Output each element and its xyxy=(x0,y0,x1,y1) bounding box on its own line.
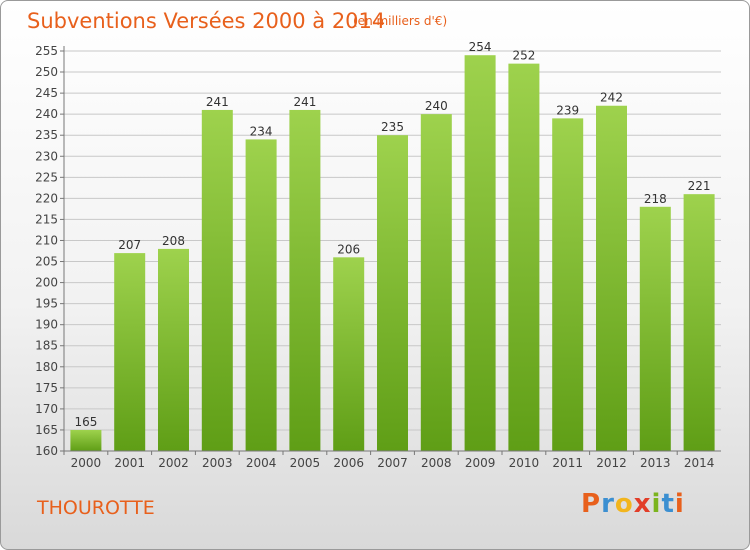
data-label-2013: 218 xyxy=(644,192,667,206)
data-label-2003: 241 xyxy=(206,95,229,109)
y-tick-label: 200 xyxy=(35,276,58,290)
x-tick-label: 2005 xyxy=(290,456,321,470)
data-label-2007: 235 xyxy=(381,120,404,134)
y-tick-label: 235 xyxy=(35,128,58,142)
y-tick-label: 240 xyxy=(35,107,58,121)
bar-2010 xyxy=(508,63,540,451)
bar-2013 xyxy=(639,206,671,451)
data-label-2010: 252 xyxy=(512,49,535,63)
data-label-2002: 208 xyxy=(162,234,185,248)
x-tick-label: 2003 xyxy=(202,456,233,470)
data-label-2006: 206 xyxy=(337,242,360,256)
bar-2012 xyxy=(596,105,627,451)
y-tick-label: 220 xyxy=(35,191,58,205)
data-label-2014: 221 xyxy=(688,179,711,193)
bar-2014 xyxy=(683,194,715,451)
x-tick-label: 2008 xyxy=(421,456,452,470)
x-tick-label: 2010 xyxy=(509,456,540,470)
bar-2008 xyxy=(420,114,452,451)
logo-letter: i xyxy=(674,489,685,519)
commune-name: THOUROTTE xyxy=(37,497,155,519)
data-label-2008: 240 xyxy=(425,99,448,113)
bar-2006 xyxy=(333,257,365,451)
x-axis-ticks: 2000 2001 2002 2003 2004 2005 2006 2007 2008 2009… xyxy=(63,451,715,470)
y-tick-label: 225 xyxy=(35,170,58,184)
bar-2003 xyxy=(201,109,233,452)
x-tick-label: 2004 xyxy=(246,456,277,470)
y-tick-label: 160 xyxy=(35,444,58,458)
y-tick-label: 175 xyxy=(35,381,58,395)
x-tick-label: 2007 xyxy=(377,456,408,470)
y-tick-label: 180 xyxy=(35,360,58,374)
y-tick-label: 255 xyxy=(35,44,58,58)
y-tick-label: 190 xyxy=(35,318,58,332)
chart-title: Subventions Versées 2000 à 2014 xyxy=(27,9,386,33)
bar-2011 xyxy=(552,118,584,452)
x-tick-label: 2001 xyxy=(114,456,145,470)
data-labels: 165 207 208 241 234 241 206 235 240 254 252 239 242 2… xyxy=(74,40,710,429)
y-tick-label: 205 xyxy=(35,255,58,269)
data-label-2001: 207 xyxy=(118,238,141,252)
logo-letter: t xyxy=(661,489,675,519)
data-label-2009: 254 xyxy=(469,40,492,54)
logo-letter: P xyxy=(581,489,602,519)
x-tick-label: 2000 xyxy=(71,456,102,470)
axes xyxy=(63,46,721,452)
x-tick-label: 2002 xyxy=(158,456,189,470)
y-tick-label: 230 xyxy=(35,149,58,163)
bar-2000 xyxy=(70,429,102,451)
bar-2005 xyxy=(289,109,321,452)
y-tick-label: 170 xyxy=(35,402,58,416)
logo-letter: i xyxy=(651,489,662,519)
logo-letter: x xyxy=(633,489,652,519)
y-tick-label: 165 xyxy=(35,423,58,437)
bar-2004 xyxy=(245,139,277,451)
x-tick-label: 2009 xyxy=(465,456,496,470)
x-tick-label: 2014 xyxy=(684,456,715,470)
y-tick-label: 250 xyxy=(35,65,58,79)
data-label-2005: 241 xyxy=(293,95,316,109)
y-tick-label: 210 xyxy=(35,233,58,247)
bar-2007 xyxy=(377,135,408,452)
logo-letter: r xyxy=(601,489,615,519)
bar-2002 xyxy=(158,248,189,451)
y-axis-ticks: 160 165 170 175 180 185 190 195 200 205 210 215 220 2… xyxy=(35,44,58,458)
x-tick-label: 2012 xyxy=(596,456,627,470)
logo-letter: o xyxy=(614,489,634,519)
data-label-2011: 239 xyxy=(556,103,579,117)
bars xyxy=(70,55,715,452)
data-label-2000: 165 xyxy=(74,415,97,429)
x-tick-label: 2006 xyxy=(333,456,364,470)
y-tick-label: 185 xyxy=(35,339,58,353)
chart-unit-note: (en milliers d'€) xyxy=(353,14,448,28)
y-tick-label: 215 xyxy=(35,212,58,226)
y-tick-label: 245 xyxy=(35,86,58,100)
proxiti-logo: Proxiti xyxy=(581,489,685,519)
data-label-2004: 234 xyxy=(250,124,273,138)
x-tick-label: 2011 xyxy=(552,456,583,470)
x-tick-label: 2013 xyxy=(640,456,671,470)
bar-2009 xyxy=(464,55,496,452)
data-label-2012: 242 xyxy=(600,91,623,105)
bar-2001 xyxy=(114,253,146,451)
y-tick-label: 195 xyxy=(35,297,58,311)
